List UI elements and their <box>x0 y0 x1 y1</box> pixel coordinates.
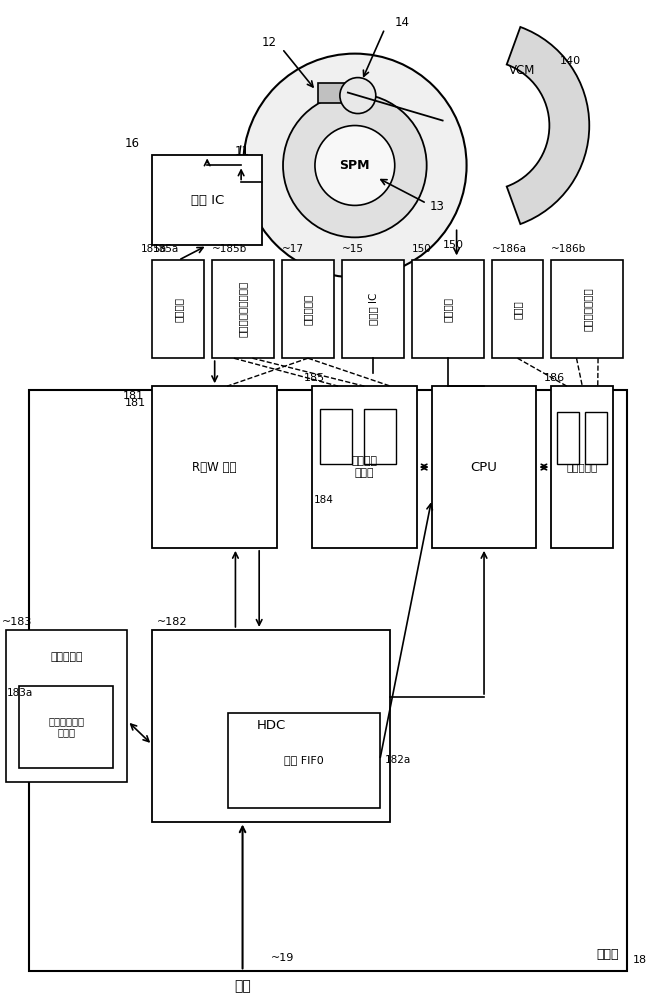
Text: 150: 150 <box>411 244 432 254</box>
Text: CPU: CPU <box>471 461 497 474</box>
Text: 14: 14 <box>394 16 409 29</box>
Text: R／W 通道: R／W 通道 <box>192 461 237 474</box>
Text: ~15: ~15 <box>342 244 364 254</box>
Bar <box>312 386 417 548</box>
Text: 驱动器 IC: 驱动器 IC <box>368 293 378 325</box>
Bar <box>228 713 379 808</box>
Bar <box>585 412 607 464</box>
Text: VCM: VCM <box>509 64 536 77</box>
Text: ~186b: ~186b <box>552 244 587 254</box>
Text: 186: 186 <box>543 373 565 383</box>
Text: 指令缓冲存储器: 指令缓冲存储器 <box>582 287 592 331</box>
Bar <box>364 409 396 464</box>
Text: 控制存储器: 控制存储器 <box>567 462 598 472</box>
Text: 12: 12 <box>262 36 277 49</box>
Bar <box>318 83 348 103</box>
Text: ~19: ~19 <box>271 953 294 963</box>
Bar <box>320 409 352 464</box>
Bar <box>552 260 623 358</box>
Text: 13: 13 <box>430 200 445 213</box>
Bar <box>29 390 627 971</box>
Bar <box>552 386 614 548</box>
Text: 系统区域: 系统区域 <box>173 297 183 322</box>
Bar <box>212 260 274 358</box>
Text: 185: 185 <box>304 373 325 383</box>
Text: SPM: SPM <box>340 159 370 172</box>
Text: 非易失性
存储器: 非易失性 存储器 <box>351 456 378 478</box>
Text: 磁头 IC: 磁头 IC <box>190 194 224 207</box>
Text: 181: 181 <box>125 398 145 408</box>
Text: 185a: 185a <box>140 244 167 254</box>
Text: 第１高速缓冲
存储器: 第１高速缓冲 存储器 <box>48 716 84 737</box>
Text: 温度传感器: 温度传感器 <box>303 294 313 325</box>
Text: ~182: ~182 <box>157 617 188 627</box>
Circle shape <box>340 78 376 114</box>
Text: 181: 181 <box>123 391 143 401</box>
Text: 缓冲存储器: 缓冲存储器 <box>50 652 83 662</box>
Bar <box>153 260 204 358</box>
Text: ~186a: ~186a <box>492 244 527 254</box>
Text: 16: 16 <box>125 137 140 150</box>
Bar <box>492 260 543 358</box>
Text: 184: 184 <box>314 495 334 505</box>
Bar <box>153 386 277 548</box>
Text: 主机: 主机 <box>234 979 251 993</box>
Text: 管理表: 管理表 <box>512 300 522 319</box>
Bar <box>557 412 580 464</box>
Text: 控制器: 控制器 <box>597 948 619 961</box>
Circle shape <box>315 126 394 205</box>
Text: ~183: ~183 <box>2 617 32 627</box>
Text: 接收 FIF0: 接收 FIF0 <box>284 755 324 765</box>
Bar <box>411 260 484 358</box>
Bar <box>6 630 127 782</box>
Circle shape <box>243 54 467 277</box>
Text: HDC: HDC <box>256 719 286 732</box>
Text: 11: 11 <box>235 145 250 158</box>
Bar <box>282 260 334 358</box>
Text: 备用电源: 备用电源 <box>443 297 452 322</box>
Text: 140: 140 <box>559 56 580 66</box>
Text: 18: 18 <box>633 955 647 965</box>
Bar <box>432 386 537 548</box>
Text: 第２高速缓冲存储器: 第２高速缓冲存储器 <box>238 281 248 337</box>
Bar <box>19 686 113 768</box>
Text: ~17: ~17 <box>282 244 304 254</box>
Text: 185a: 185a <box>153 244 179 254</box>
Circle shape <box>283 94 426 237</box>
Bar <box>153 155 262 245</box>
Wedge shape <box>507 27 589 224</box>
Text: 182a: 182a <box>385 755 411 765</box>
Text: ~185b: ~185b <box>212 244 248 254</box>
Bar <box>342 260 404 358</box>
Bar <box>153 630 390 822</box>
Text: 150: 150 <box>443 240 464 250</box>
Text: 183a: 183a <box>7 688 33 698</box>
